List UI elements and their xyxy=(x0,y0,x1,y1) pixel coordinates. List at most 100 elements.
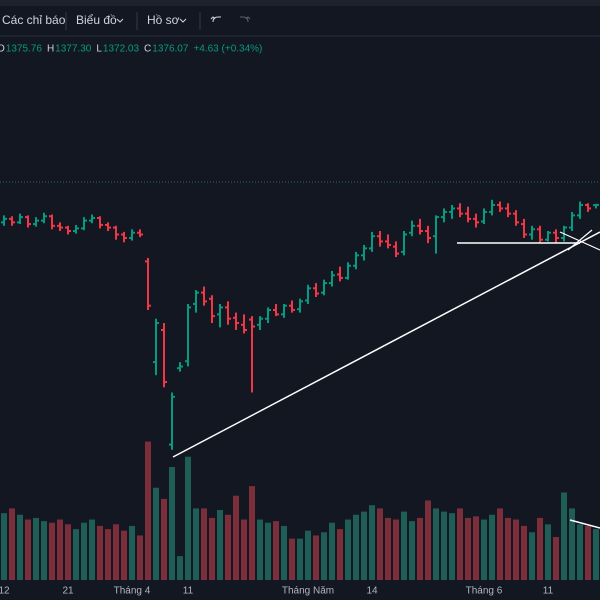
volume-bar xyxy=(129,525,135,580)
volume-bar xyxy=(513,519,519,580)
volume-bar xyxy=(105,529,111,580)
legend-key: L xyxy=(96,44,102,55)
volume-bar xyxy=(273,521,279,580)
undo-icon[interactable] xyxy=(210,16,221,23)
volume-line xyxy=(569,519,600,529)
volume-bar xyxy=(161,498,167,580)
title-strip xyxy=(0,0,600,6)
volume-bar xyxy=(185,456,191,580)
x-tick-label: 11 xyxy=(183,586,194,597)
volume-bar xyxy=(329,522,335,580)
volume-bar xyxy=(1,513,7,580)
toolbar-profile[interactable]: Hồ sơ xyxy=(147,13,180,27)
volume-bar xyxy=(81,522,87,580)
volume-bar xyxy=(393,519,399,580)
x-tick-label: 21 xyxy=(62,586,74,597)
volume-bar xyxy=(137,535,143,580)
volume-bar xyxy=(425,500,431,580)
volume-bar xyxy=(121,530,127,580)
legend-value: 1377.30 xyxy=(55,44,92,55)
legend-change: +4.63 (+0.34%) xyxy=(193,44,262,55)
volume-bar xyxy=(193,508,199,580)
volume-bar xyxy=(225,514,231,580)
volume-bar xyxy=(33,517,39,580)
volume-bar xyxy=(313,535,319,580)
volume-bar xyxy=(321,532,327,580)
volume-bar xyxy=(537,517,543,580)
toolbar-indicators[interactable]: Các chỉ báo xyxy=(2,13,66,27)
volume-bar xyxy=(577,524,583,580)
cross-line xyxy=(559,231,600,251)
trend-line xyxy=(172,231,600,458)
redo-icon[interactable] xyxy=(240,16,251,23)
legend-value: 1376.07 xyxy=(152,44,189,55)
volume-bar xyxy=(457,508,463,580)
volume-bar xyxy=(153,487,159,580)
volume-bar xyxy=(473,516,479,580)
volume-bar xyxy=(337,529,343,580)
volume-bar xyxy=(49,522,55,580)
volume-bar xyxy=(145,441,151,580)
x-tick-label: Tháng Năm xyxy=(282,586,334,597)
volume-bar xyxy=(305,530,311,580)
volume-bar xyxy=(201,508,207,580)
volume-bar xyxy=(585,525,591,580)
volume-bar xyxy=(233,495,239,580)
volume-bar xyxy=(9,508,15,580)
volume-bar xyxy=(481,519,487,580)
x-tick-label: Tháng 6 xyxy=(466,586,503,597)
legend-key: C xyxy=(144,44,151,55)
volume-bar xyxy=(249,486,255,580)
volume-bar xyxy=(441,511,447,580)
volume-bar xyxy=(361,511,367,580)
volume-bar xyxy=(465,517,471,580)
x-tick-label: Tháng 4 xyxy=(114,586,151,597)
volume-bar xyxy=(401,511,407,580)
legend: O 1375.76 H 1377.30 L 1372.03 C 1376.07 +4.63 (+… xyxy=(0,44,262,55)
toolbar-chart[interactable]: Biểu đồ xyxy=(76,13,117,27)
volume-bar xyxy=(529,532,535,580)
volume-bar xyxy=(41,521,47,580)
toolbar xyxy=(0,6,600,36)
legend-value: 1372.03 xyxy=(103,44,140,55)
volume-bar xyxy=(545,524,551,580)
volume-bar xyxy=(289,538,295,580)
volume-bar xyxy=(89,519,95,580)
volume-bar xyxy=(209,517,215,580)
volume-bar xyxy=(489,514,495,580)
legend-key: O xyxy=(0,44,5,55)
volume-bar xyxy=(433,508,439,580)
legend-value: 1375.76 xyxy=(6,44,43,55)
cross-line xyxy=(567,229,593,251)
volume-bar xyxy=(569,508,575,580)
volume-bar xyxy=(73,529,79,580)
volume-bar xyxy=(241,519,247,580)
volume-bar xyxy=(369,505,375,580)
volume-bar xyxy=(281,525,287,580)
volume-bar xyxy=(385,517,391,580)
volume-bar xyxy=(409,521,415,580)
volume-bar xyxy=(257,519,263,580)
volume-bar xyxy=(25,519,31,580)
volume-bar xyxy=(345,519,351,580)
x-tick-label: 14 xyxy=(366,586,378,597)
volume-bar xyxy=(553,537,559,580)
chevron xyxy=(179,18,187,23)
volume-bar xyxy=(113,524,119,580)
volume-bar xyxy=(505,517,511,580)
volume-bar xyxy=(169,467,175,580)
volume-bar xyxy=(17,514,23,580)
chevron xyxy=(116,18,124,23)
volume-bar xyxy=(417,517,423,580)
volume-bar xyxy=(353,514,359,580)
volume-bar xyxy=(65,524,71,580)
volume-bar xyxy=(177,556,183,580)
volume-bar xyxy=(521,525,527,580)
x-tick-label: 12 xyxy=(0,586,10,597)
volume-bar xyxy=(297,538,303,580)
x-tick-label: 11 xyxy=(543,586,554,597)
volume-bar xyxy=(265,522,271,580)
volume-bar xyxy=(497,508,503,580)
volume-bar xyxy=(377,508,383,580)
